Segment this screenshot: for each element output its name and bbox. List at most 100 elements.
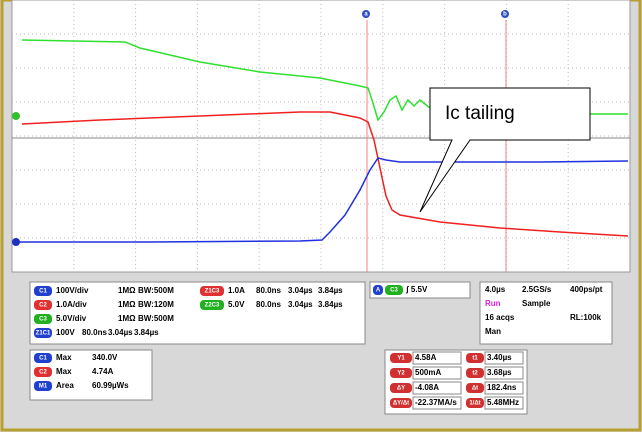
label: Max [56,367,72,376]
value-box [412,366,462,380]
label: 1MΩ [118,314,136,323]
marker-b [501,10,509,18]
label: 4.58A [415,353,437,362]
channel-box [29,281,366,345]
badge [373,285,383,295]
callout-text: Ic tailing [445,103,515,124]
label: 5.48MHz [487,398,519,407]
label: 1MΩ [118,300,136,309]
value-box [484,351,524,365]
badge-label: Y2 [397,371,405,377]
label: 500mA [415,368,441,377]
badge [34,328,52,338]
badge [466,353,484,363]
label: 100V [56,328,75,337]
label: -4.08A [415,383,439,392]
label: -22.37MA/s [415,398,457,407]
badge [200,300,224,310]
badge [466,368,484,378]
label: 3.68µs [487,368,512,377]
label: 2.5GS/s [522,285,552,294]
label: 80.0ns [82,328,107,337]
value-box [412,381,462,395]
label: BW:500M [138,314,174,323]
badge-label: 1/Δt [469,401,480,407]
ch3-ref [12,112,20,120]
label: 1.0A/div [56,300,87,309]
badge [200,286,224,296]
badge-label: Z1C3 [205,289,220,295]
badge [34,353,52,363]
label: 182.4ns [487,383,517,392]
badge [390,368,412,378]
label: 80.0ns [256,300,281,309]
badge [34,300,52,310]
badge [34,286,52,296]
label: 60.99µWs [92,381,129,390]
value-box [484,366,524,380]
label: BW:500M [138,286,174,295]
label: 1MΩ [118,286,136,295]
badge-label: C2 [39,303,47,309]
value-box [412,396,462,410]
value-box [484,396,524,410]
badge [34,381,52,391]
ch1-ref [12,238,20,246]
badge-label: A [376,288,381,294]
label: Area [56,381,74,390]
badge-label: Δt [472,386,478,392]
badge [390,398,412,408]
label: 1.0A [228,286,245,295]
value-box [484,381,524,395]
marker-b-label: b [503,12,507,18]
label: Run [485,299,501,308]
label: 4.74A [92,367,114,376]
badge-label: M1 [39,384,48,390]
label: ʃ 5.5V [405,285,428,294]
label: 4.0µs [485,285,506,294]
label: 400ps/pt [570,285,603,294]
badge-label: C1 [39,356,47,362]
trace-red [21,111,629,237]
value-box [412,351,462,365]
badge-label: C1 [39,289,47,295]
badge [34,367,52,377]
label: 3.40µs [487,353,512,362]
badge-label: t1 [472,356,478,362]
callout [419,87,591,213]
badge-label: C3 [39,317,47,323]
label: 5.0V/div [56,314,87,323]
label: 3.84µs [134,328,159,337]
badge-label: ΔY/Δt [393,401,409,407]
label: 3.04µs [288,300,313,309]
badge [390,383,412,393]
label: 340.0V [92,353,118,362]
label: 3.84µs [318,286,343,295]
badge [390,353,412,363]
badge-label: C3 [390,288,398,294]
label: Man [485,327,501,336]
badge-label: C2 [39,370,47,376]
badge-label: Y1 [397,356,405,362]
label: 3.84µs [318,300,343,309]
acq-box [479,281,613,345]
label: Max [56,353,72,362]
badge [385,285,403,295]
label: 3.04µs [108,328,133,337]
badge-label: t2 [472,371,478,377]
label: 80.0ns [256,286,281,295]
label: BW:120M [138,300,174,309]
badge [466,398,484,408]
badge-label: ΔY [397,386,405,392]
label: 5.0V [228,300,245,309]
label: 100V/div [56,286,89,295]
badge-label: Z2C3 [205,303,220,309]
label: 16 acqs [485,313,515,322]
badge [34,314,52,324]
marker-a [362,10,370,18]
marker-a-label: a [364,12,368,18]
label: RL:100k [570,313,602,322]
badge [466,383,484,393]
